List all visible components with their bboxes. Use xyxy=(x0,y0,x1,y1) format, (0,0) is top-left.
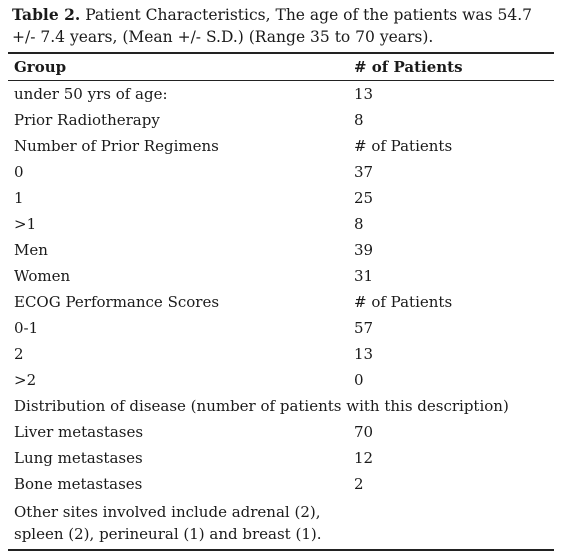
other-sites-note: Other sites involved include adrenal (2)… xyxy=(14,503,322,543)
section-heading-distribution: Distribution of disease (number of patie… xyxy=(14,397,509,415)
table-caption: Table 2. Patient Characteristics, The ag… xyxy=(12,4,552,48)
table-row: 0-1 57 xyxy=(8,315,554,341)
row-value: 0 xyxy=(354,371,364,389)
table-row: ECOG Performance Scores # of Patients xyxy=(8,289,554,315)
table-row: 1 25 xyxy=(8,185,554,211)
row-value: 13 xyxy=(354,85,374,103)
table-row: >1 8 xyxy=(8,211,554,237)
row-label: 1 xyxy=(14,189,24,207)
table-row: 0 37 xyxy=(8,159,554,185)
row-label: >2 xyxy=(14,371,37,389)
table-row: >2 0 xyxy=(8,367,554,393)
row-value: 8 xyxy=(354,215,364,233)
row-value: 2 xyxy=(354,475,364,493)
row-value: # of Patients xyxy=(354,137,453,155)
table-row: Men 39 xyxy=(8,237,554,263)
table-row: Lung metastases 12 xyxy=(8,445,554,471)
table-row: Women 31 xyxy=(8,263,554,289)
row-value: 31 xyxy=(354,267,374,285)
row-value: 8 xyxy=(354,111,364,129)
row-value: 70 xyxy=(354,423,374,441)
row-value: 12 xyxy=(354,449,374,467)
row-label: under 50 yrs of age: xyxy=(14,85,168,103)
patient-characteristics-table: Group # of Patients under 50 yrs of age:… xyxy=(8,52,554,551)
row-label: >1 xyxy=(14,215,37,233)
row-value: 25 xyxy=(354,189,374,207)
table-header-row: Group # of Patients xyxy=(8,53,554,81)
row-label: 0 xyxy=(14,163,24,181)
row-label: ECOG Performance Scores xyxy=(14,293,220,311)
table-row: Number of Prior Regimens # of Patients xyxy=(8,133,554,159)
table-row-note: Other sites involved include adrenal (2)… xyxy=(8,497,554,550)
row-label: 0-1 xyxy=(14,319,39,337)
row-label: Number of Prior Regimens xyxy=(14,137,219,155)
row-label: Prior Radiotherapy xyxy=(14,111,160,129)
row-value: 13 xyxy=(354,345,374,363)
row-value: 37 xyxy=(354,163,374,181)
table-row: Liver metastases 70 xyxy=(8,419,554,445)
header-patients: # of Patients xyxy=(348,53,554,81)
table-row: Bone metastases 2 xyxy=(8,471,554,497)
table-caption-text: Patient Characteristics, The age of the … xyxy=(12,6,532,46)
table-row: under 50 yrs of age: 13 xyxy=(8,81,554,108)
table-caption-label: Table 2. xyxy=(12,5,81,24)
table-row: Prior Radiotherapy 8 xyxy=(8,107,554,133)
row-label: Lung metastases xyxy=(14,449,143,467)
header-group: Group xyxy=(8,53,348,81)
row-label: Bone metastases xyxy=(14,475,143,493)
row-label: Liver metastases xyxy=(14,423,144,441)
table-row-section: Distribution of disease (number of patie… xyxy=(8,393,554,419)
table-row: 2 13 xyxy=(8,341,554,367)
row-label: 2 xyxy=(14,345,24,363)
row-value: 39 xyxy=(354,241,374,259)
row-label: Men xyxy=(14,241,48,259)
other-sites-note-cell: Other sites involved include adrenal (2)… xyxy=(8,497,554,550)
row-value: # of Patients xyxy=(354,293,453,311)
row-label: Women xyxy=(14,267,71,285)
row-value: 57 xyxy=(354,319,374,337)
